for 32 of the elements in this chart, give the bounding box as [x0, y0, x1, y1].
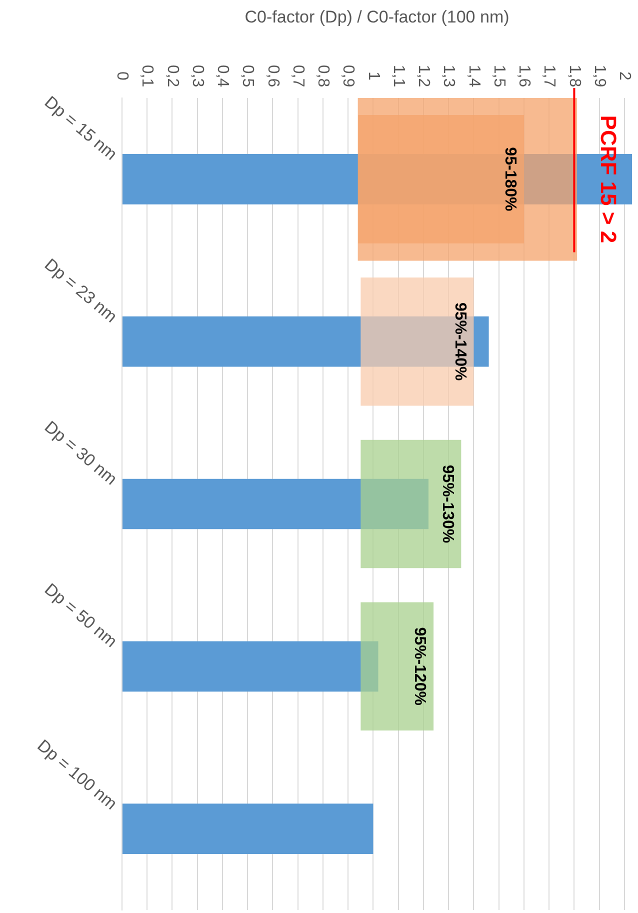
x-axis-title: C0-factor (Dp) / C0-factor (100 nm): [244, 8, 510, 27]
y-tick-label: Dp = 50 nm: [40, 580, 121, 652]
x-tick-label: 1,4: [465, 64, 482, 88]
x-tick-label: 1,5: [490, 64, 508, 88]
x-tick-label: 1,7: [540, 64, 558, 88]
annotation: 95%-120%: [411, 627, 428, 706]
x-tick-label: 1,9: [590, 64, 608, 88]
x-tick-label: 0,4: [214, 64, 232, 88]
ref-line-label: PCRF 15 > 2: [596, 115, 622, 244]
x-tick-label: 1,1: [390, 64, 407, 88]
annotation: 95-180%: [502, 147, 519, 212]
y-tick-label: Dp = 23 nm: [40, 254, 121, 326]
x-tick-label: 0,1: [138, 64, 156, 88]
annotation: 95%-130%: [438, 464, 456, 544]
x-tick-label: 1,3: [440, 64, 458, 88]
x-tick-label: 1,6: [516, 64, 533, 88]
x-tick-label: 0,7: [289, 64, 306, 88]
x-tick-label: 0: [114, 72, 131, 81]
x-tick-label: 1,2: [415, 64, 432, 88]
x-tick-label: 2: [616, 72, 634, 81]
x-tick-label: 0,3: [188, 64, 206, 88]
x-tick-label: 0,2: [164, 64, 181, 88]
annotation: 95%-140%: [451, 302, 468, 381]
x-tick-label: 0,8: [314, 64, 332, 88]
x-tick-label: 1: [364, 72, 382, 81]
x-tick-label: 0,6: [264, 64, 282, 88]
x-tick-label: 0,5: [239, 64, 256, 88]
y-tick-label: Dp = 100 nm: [34, 736, 121, 814]
x-tick-label: 0,9: [340, 64, 357, 88]
x-tick-label: 1,8: [566, 64, 583, 88]
y-tick-label: Dp = 15 nm: [40, 92, 121, 164]
y-tick-label: Dp = 30 nm: [40, 417, 121, 489]
